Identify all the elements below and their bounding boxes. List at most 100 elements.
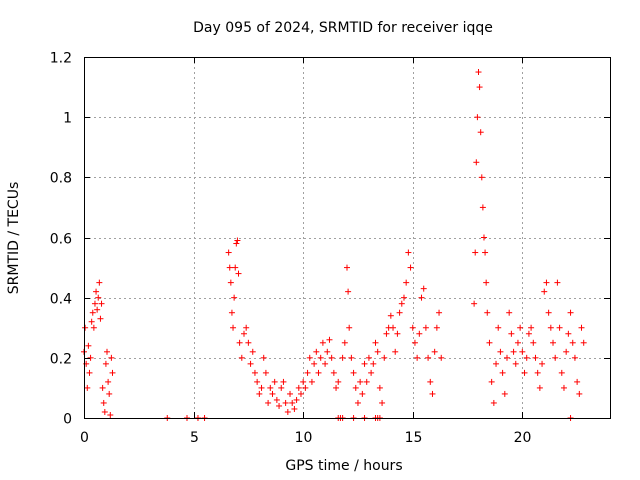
data-point (344, 264, 350, 271)
data-point (256, 390, 263, 397)
data-point (556, 324, 563, 331)
data-point (86, 369, 93, 376)
data-point (95, 294, 102, 301)
data-point (550, 339, 557, 346)
data-point (497, 348, 504, 355)
data-point (291, 405, 298, 412)
data-point (383, 330, 390, 337)
data-point (418, 294, 425, 301)
data-point (106, 390, 113, 397)
y-tick-label: 1 (63, 111, 72, 127)
data-point (328, 354, 335, 361)
data-point (333, 384, 340, 391)
data-point (565, 330, 572, 337)
data-point (238, 354, 245, 361)
data-point (98, 300, 105, 307)
data-point (352, 384, 359, 391)
x-tick-label: 5 (190, 430, 199, 446)
data-point (436, 309, 443, 316)
data-point (390, 324, 397, 331)
data-point (471, 300, 478, 307)
data-point (345, 288, 352, 295)
data-point (324, 348, 331, 355)
data-point (90, 324, 97, 331)
chart-title: Day 095 of 2024, SRMTID for receiver iqq… (193, 20, 493, 36)
data-point (304, 369, 311, 376)
data-point (539, 360, 546, 367)
data-point (262, 369, 269, 376)
data-point (265, 399, 272, 406)
data-point (231, 294, 238, 301)
data-point (536, 384, 543, 391)
data-point (493, 360, 500, 367)
data-point (94, 306, 101, 313)
x-tick-label: 20 (514, 430, 532, 446)
y-tick-label: 0.6 (50, 232, 72, 248)
plot-frame (84, 57, 611, 419)
data-point (545, 309, 552, 316)
y-tick-label: 0.4 (50, 292, 72, 308)
data-point (525, 330, 532, 337)
data-point (578, 324, 585, 331)
data-point (322, 360, 329, 367)
data-point (100, 399, 107, 406)
data-point (499, 369, 506, 376)
data-point (226, 264, 233, 271)
data-point (251, 369, 258, 376)
data-point (341, 339, 348, 346)
data-point (400, 294, 407, 301)
data-point (287, 390, 294, 397)
data-point (523, 354, 530, 361)
x-tick-label: 0 (80, 430, 89, 446)
data-point (372, 339, 379, 346)
data-point (532, 354, 539, 361)
data-point (93, 288, 100, 295)
data-point (302, 384, 309, 391)
data-point (547, 324, 554, 331)
data-point (260, 354, 267, 361)
data-point (91, 300, 98, 307)
data-point (414, 354, 421, 361)
data-point (346, 324, 353, 331)
y-tick-label: 0.2 (50, 352, 72, 368)
data-point (278, 384, 285, 391)
data-point (479, 204, 486, 211)
data-point (295, 384, 302, 391)
data-point (276, 402, 283, 409)
data-points (81, 69, 587, 421)
data-point (554, 279, 561, 286)
data-point (89, 309, 96, 316)
data-point (379, 399, 386, 406)
data-point (534, 369, 541, 376)
data-point (87, 354, 94, 361)
data-point (311, 360, 318, 367)
data-point (394, 330, 401, 337)
data-point (486, 339, 493, 346)
data-point (438, 354, 445, 361)
data-point (475, 69, 482, 76)
data-point (234, 237, 241, 244)
data-point (571, 354, 578, 361)
data-point (88, 318, 95, 325)
grid-layer (84, 57, 610, 418)
data-point (232, 264, 239, 271)
data-point (530, 339, 537, 346)
data-point (236, 339, 243, 346)
data-point (335, 378, 342, 385)
y-tick-label: 0.8 (50, 171, 72, 187)
data-point (490, 399, 497, 406)
data-point (517, 324, 524, 331)
data-point (478, 174, 485, 181)
data-point (483, 279, 490, 286)
data-point (422, 324, 429, 331)
data-point (313, 348, 320, 355)
data-point (484, 309, 491, 316)
data-point (543, 279, 550, 286)
data-point (508, 330, 515, 337)
data-point (411, 339, 418, 346)
data-point (374, 348, 381, 355)
x-tick-label: 15 (405, 430, 423, 446)
data-point (482, 249, 489, 256)
data-point (580, 339, 587, 346)
data-point (284, 408, 291, 415)
